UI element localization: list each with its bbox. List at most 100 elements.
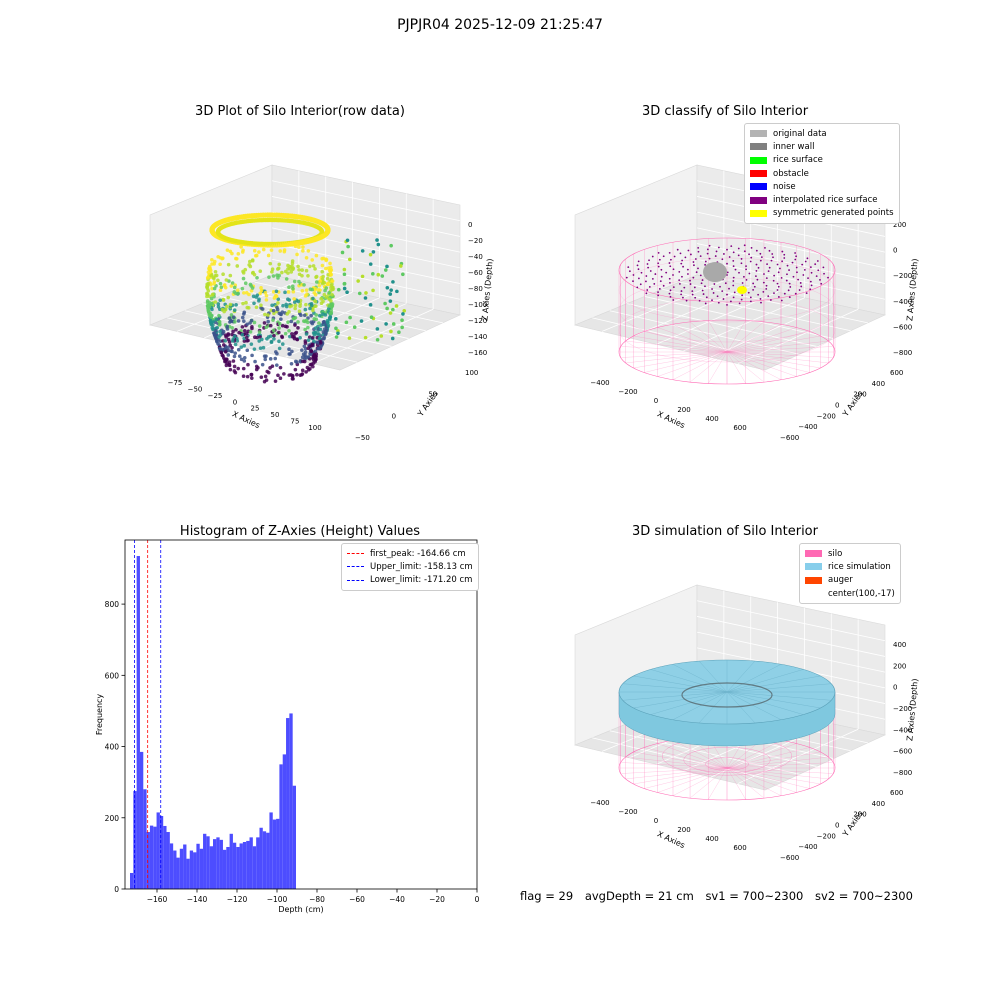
interpolated-point (795, 266, 798, 269)
data-point (385, 285, 390, 290)
interpolated-point (768, 266, 771, 269)
interpolated-point (752, 288, 755, 291)
data-point (258, 346, 263, 351)
data-point (275, 363, 279, 367)
data-point (260, 337, 264, 342)
legend-label: first_peak: -164.66 cm (370, 548, 466, 559)
data-point (311, 364, 315, 369)
data-point (220, 353, 225, 357)
data-point (306, 367, 311, 372)
data-point (308, 362, 313, 367)
legend-entry: rice surface (750, 154, 894, 167)
figure-suptitle: PJPJR04 2025-12-09 21:25:47 (397, 17, 603, 33)
rice-surface-mesh (726, 691, 756, 724)
interpolated-point (798, 289, 801, 291)
histogram-title: Histogram of Z-Axies (Height) Values (179, 524, 421, 539)
interpolated-point (781, 260, 784, 263)
data-point (327, 304, 332, 309)
data-point (221, 343, 226, 347)
interpolated-point (726, 248, 728, 251)
data-point (323, 313, 328, 317)
histogram-bar (276, 818, 280, 889)
interpolated-point (740, 298, 743, 301)
interpolated-point (680, 293, 683, 296)
z3d-tick-label: −600 (893, 323, 912, 331)
data-point (390, 336, 395, 341)
interpolated-point (691, 290, 694, 293)
data-point (260, 362, 265, 367)
data-point (303, 355, 308, 359)
interpolated-point (767, 295, 770, 298)
data-point (205, 276, 210, 280)
z3d-tick-label: −800 (893, 769, 912, 777)
data-point (293, 303, 298, 308)
y3d-tick-label: 100 (465, 369, 478, 377)
data-point (205, 284, 209, 289)
data-point (296, 326, 300, 330)
interpolated-point (809, 288, 812, 291)
data-point (384, 322, 388, 326)
silo-floor-line (672, 351, 728, 380)
data-point (305, 292, 309, 297)
interpolated-point (704, 263, 707, 266)
data-point (282, 372, 286, 376)
z3d-tick-label: −200 (893, 705, 912, 713)
interpolated-point (687, 273, 689, 275)
data-point (271, 328, 276, 333)
data-point (223, 338, 228, 343)
data-point (232, 354, 237, 359)
data-point (241, 248, 245, 253)
data-point (248, 330, 253, 334)
data-point (277, 326, 281, 330)
data-point (385, 264, 389, 269)
silo-floor-line (620, 767, 728, 774)
data-point (389, 329, 393, 334)
y3d-tick-label: −600 (780, 434, 799, 442)
data-point (245, 374, 250, 379)
z3d-tick-label: −100 (468, 301, 487, 309)
interpolated-point (657, 251, 660, 254)
interpolated-point (679, 252, 682, 255)
data-point (286, 297, 290, 302)
data-point (239, 345, 244, 349)
data-point (303, 307, 308, 312)
data-point (274, 289, 279, 294)
data-point (293, 323, 297, 327)
interpolated-point (678, 270, 681, 273)
data-point (302, 319, 306, 323)
interpolated-point (740, 262, 743, 265)
data-point (250, 258, 255, 263)
interpolated-point (673, 255, 676, 258)
data-point (252, 248, 257, 253)
interpolated-point (694, 296, 697, 299)
data-point (218, 298, 223, 303)
data-point (270, 267, 275, 272)
data-point (227, 363, 232, 368)
interpolated-point (678, 279, 681, 282)
data-point (230, 281, 235, 285)
interpolated-point (787, 289, 790, 292)
data-point (252, 272, 257, 277)
interpolated-point (693, 264, 695, 267)
data-point (300, 355, 305, 360)
x3d-tick-label: 200 (677, 406, 690, 414)
x3d-tick-label: 75 (291, 418, 300, 426)
interpolated-point (753, 285, 756, 288)
data-point (269, 248, 274, 252)
histogram-bar (163, 825, 167, 889)
data-point (295, 252, 299, 257)
rice-surface-mesh (726, 691, 821, 709)
data-point (298, 335, 302, 340)
histogram-bar (286, 718, 290, 889)
data-point (216, 278, 220, 283)
data-point (235, 339, 240, 343)
grid-line (271, 196, 461, 237)
histogram-bar (259, 827, 263, 889)
data-point (308, 264, 312, 269)
z3d-axis-label: Z Axies (Depth) (480, 258, 494, 321)
silo-floor-line (620, 346, 728, 353)
data-point (275, 273, 279, 277)
silo-floor-line (726, 331, 810, 353)
data-point (301, 249, 305, 253)
data-point (325, 276, 330, 281)
